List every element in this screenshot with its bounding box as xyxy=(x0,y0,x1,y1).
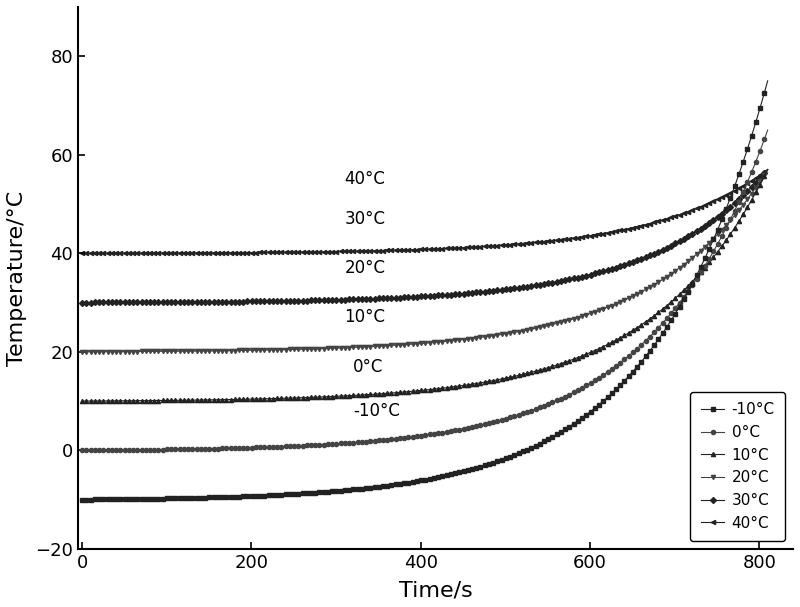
Line: 20°C: 20°C xyxy=(80,168,770,354)
30°C xyxy=(698,224,707,231)
10°C xyxy=(576,353,586,360)
40°C xyxy=(636,222,646,229)
Line: 40°C: 40°C xyxy=(80,168,770,256)
40°C xyxy=(78,249,87,257)
10°C xyxy=(698,267,707,274)
-10°C xyxy=(763,77,773,84)
40°C xyxy=(763,166,773,173)
-10°C xyxy=(698,260,707,267)
30°C xyxy=(483,288,493,295)
-10°C xyxy=(78,496,87,503)
0°C xyxy=(576,385,586,393)
10°C xyxy=(763,166,773,173)
20°C xyxy=(636,288,646,296)
10°C xyxy=(222,396,231,403)
30°C xyxy=(763,166,773,173)
20°C xyxy=(698,245,707,253)
-10°C xyxy=(114,495,124,503)
30°C xyxy=(222,298,231,305)
Text: 20°C: 20°C xyxy=(345,259,386,277)
X-axis label: Time/s: Time/s xyxy=(398,580,473,600)
-10°C xyxy=(576,415,586,422)
10°C xyxy=(114,397,124,404)
20°C xyxy=(222,347,231,354)
0°C xyxy=(483,419,493,427)
20°C xyxy=(763,166,773,173)
-10°C xyxy=(483,461,493,468)
20°C xyxy=(114,348,124,355)
Line: 30°C: 30°C xyxy=(80,168,770,305)
-10°C xyxy=(222,493,231,501)
20°C xyxy=(483,333,493,340)
Y-axis label: Temperature/°C: Temperature/°C xyxy=(7,190,27,365)
40°C xyxy=(483,243,493,250)
Text: 40°C: 40°C xyxy=(345,171,386,188)
-10°C xyxy=(636,359,646,366)
0°C xyxy=(763,126,773,134)
Text: 10°C: 10°C xyxy=(345,308,386,327)
40°C xyxy=(222,249,231,256)
Text: 0°C: 0°C xyxy=(353,358,383,376)
40°C xyxy=(576,234,586,241)
0°C xyxy=(114,446,124,453)
20°C xyxy=(78,348,87,356)
Line: -10°C: -10°C xyxy=(80,79,770,501)
Text: 30°C: 30°C xyxy=(345,210,386,228)
0°C xyxy=(636,342,646,349)
40°C xyxy=(114,249,124,257)
30°C xyxy=(78,299,87,306)
10°C xyxy=(636,322,646,329)
Line: 0°C: 0°C xyxy=(80,128,770,452)
30°C xyxy=(636,256,646,263)
10°C xyxy=(483,378,493,385)
30°C xyxy=(114,299,124,306)
40°C xyxy=(698,202,707,209)
0°C xyxy=(698,266,707,273)
0°C xyxy=(222,445,231,452)
30°C xyxy=(576,273,586,280)
Legend: -10°C, 0°C, 10°C, 20°C, 30°C, 40°C: -10°C, 0°C, 10°C, 20°C, 30°C, 40°C xyxy=(690,392,786,541)
Text: -10°C: -10°C xyxy=(353,402,400,420)
20°C xyxy=(576,313,586,320)
0°C xyxy=(78,447,87,454)
10°C xyxy=(78,398,87,405)
Line: 10°C: 10°C xyxy=(80,168,770,403)
